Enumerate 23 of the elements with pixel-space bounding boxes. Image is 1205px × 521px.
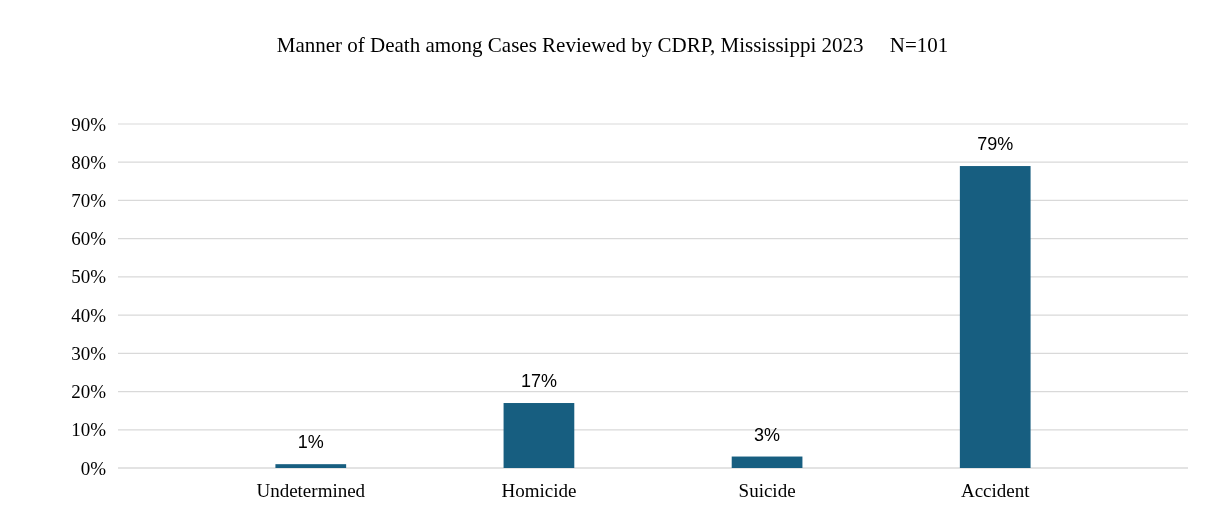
y-tick-label: 10% [71,419,107,441]
y-tick-label: 90% [71,113,107,135]
x-tick-label: Undetermined [256,480,366,502]
y-tick-label: 30% [71,342,107,364]
data-label: 17% [520,371,557,392]
y-tick-label: 60% [71,228,107,250]
y-tick-label: 70% [71,190,107,212]
bar [959,166,1031,468]
bar [731,456,803,468]
chart-title: Manner of Death among Cases Reviewed by CDRP, Mississippi 2023 N=101 [276,33,949,57]
x-tick-label: Homicide [501,480,577,502]
y-tick-label: 80% [71,151,107,173]
bar [275,464,347,468]
x-tick-label: Accident [960,480,1031,502]
data-label: 1% [297,432,324,453]
data-label: 3% [754,424,781,445]
y-tick-label: 0% [80,457,107,479]
y-tick-label: 50% [71,266,107,288]
y-tick-label: 40% [71,304,107,326]
x-tick-label: Suicide [738,480,796,502]
data-label: 79% [977,134,1014,155]
bar [503,403,575,468]
y-tick-label: 20% [71,381,107,403]
